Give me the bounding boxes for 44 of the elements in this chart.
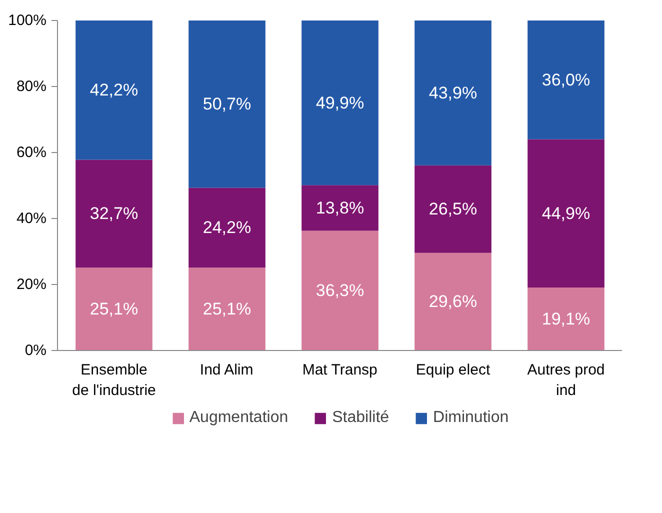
bar xyxy=(414,20,492,166)
x-tick-label: Ensemble de l'industrie xyxy=(72,362,156,399)
data-label: 24,2% xyxy=(202,218,252,238)
x-tick-label: Autres prod ind xyxy=(527,362,605,399)
legend-label: Diminution xyxy=(433,409,509,427)
y-tick-label: 100% xyxy=(8,12,47,29)
data-label: 19,1% xyxy=(542,309,590,328)
x-tick-label: Ind Alim xyxy=(200,362,254,378)
bar xyxy=(302,20,378,186)
bar xyxy=(528,20,604,140)
data-label: 42,2% xyxy=(90,80,138,100)
data-label: 50,7% xyxy=(202,94,252,114)
y-tick-label: 80% xyxy=(16,78,47,95)
bar xyxy=(188,268,266,350)
data-label: 29,6% xyxy=(428,292,478,312)
data-label: 49,9% xyxy=(316,93,364,112)
bar xyxy=(188,188,266,268)
data-label: 44,9% xyxy=(542,204,590,223)
data-label: 36,3% xyxy=(316,281,364,300)
bar xyxy=(76,268,152,350)
x-tick-label: Equip elect xyxy=(416,362,491,378)
bar xyxy=(528,287,604,350)
bar xyxy=(414,165,492,253)
bar xyxy=(76,20,152,160)
data-label: 25,1% xyxy=(202,300,252,319)
y-tick-label: 0% xyxy=(24,342,47,359)
bar xyxy=(302,230,378,350)
y-tick-label: 40% xyxy=(16,210,47,227)
legend-label: Augmentation xyxy=(189,409,288,427)
y-tick-label: 60% xyxy=(16,144,47,161)
data-label: 25,1% xyxy=(90,300,138,319)
data-label: 32,7% xyxy=(90,204,138,224)
x-tick-label: Mat Transp xyxy=(302,362,378,378)
data-label: 36,0% xyxy=(542,70,590,90)
data-label: 26,5% xyxy=(428,200,478,219)
data-label: 13,8% xyxy=(316,198,364,218)
bar xyxy=(302,185,378,231)
bar xyxy=(528,139,604,288)
data-label: 43,9% xyxy=(428,83,478,102)
bar xyxy=(188,20,266,188)
bar xyxy=(414,252,492,350)
y-tick-label: 20% xyxy=(16,276,47,293)
legend-label: Stabilité xyxy=(332,409,390,427)
bar xyxy=(76,160,152,268)
